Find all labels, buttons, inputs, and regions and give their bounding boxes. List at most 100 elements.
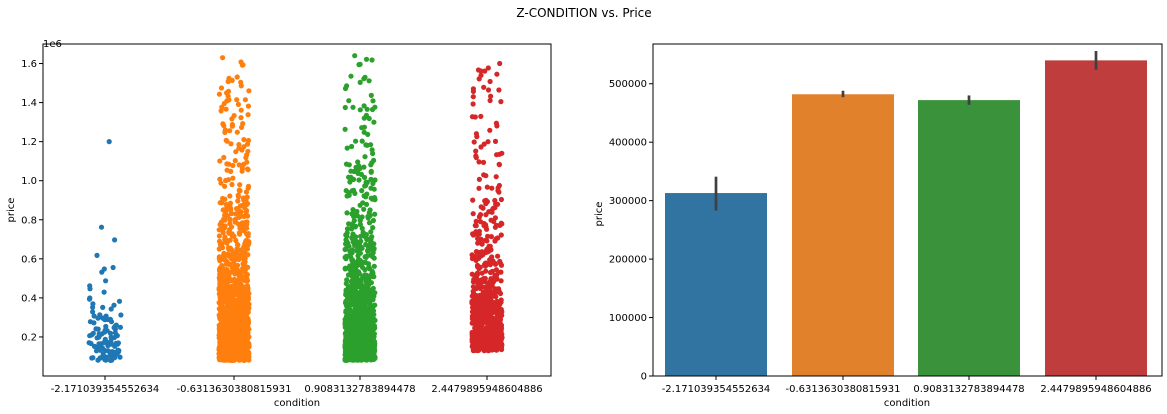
strip-point <box>241 350 247 356</box>
strip-point <box>351 168 357 175</box>
barplot-ylabel: price <box>594 202 605 227</box>
strip-point <box>245 185 251 191</box>
stripplot-xlabel: condition <box>274 398 320 409</box>
strip-point <box>229 265 235 271</box>
strip-point <box>87 295 93 301</box>
strip-point <box>90 301 96 307</box>
strip-point <box>356 177 362 183</box>
strip-point <box>368 142 374 148</box>
strip-point <box>219 200 225 206</box>
barplot-ytick-label: 400000 <box>609 138 647 149</box>
strip-point <box>369 329 375 335</box>
strip-point <box>224 138 230 144</box>
strip-point <box>241 144 247 150</box>
strip-point <box>240 224 247 230</box>
strip-point <box>237 182 243 188</box>
strip-point <box>484 249 490 255</box>
strip-point <box>217 301 223 308</box>
strip-point <box>95 326 101 332</box>
strip-point <box>478 68 484 74</box>
strip-point <box>349 263 355 269</box>
strip-point <box>223 267 229 273</box>
strip-point <box>238 115 244 121</box>
strip-point <box>477 279 483 285</box>
strip-point <box>342 126 348 132</box>
strip-point <box>351 212 357 218</box>
strip-point <box>225 279 231 285</box>
strip-point <box>352 347 358 353</box>
strip-point <box>347 303 353 309</box>
strip-point <box>237 231 243 237</box>
strip-point <box>471 139 477 145</box>
strip-point <box>469 336 475 342</box>
strip-point <box>476 266 482 272</box>
strip-point <box>359 225 365 231</box>
strip-point <box>347 307 353 313</box>
strip-point <box>363 56 370 62</box>
stripplot-ytick-label: 1.4 <box>21 98 37 109</box>
strip-point <box>222 196 228 202</box>
strip-point <box>349 250 355 256</box>
strip-point <box>369 57 375 63</box>
strip-point <box>492 197 498 204</box>
strip-point <box>359 188 365 194</box>
strip-point <box>219 241 225 247</box>
strip-point <box>343 232 349 238</box>
strip-point <box>355 159 361 165</box>
strip-point <box>485 233 491 239</box>
strip-point <box>363 279 369 285</box>
strip-point <box>371 255 377 261</box>
strip-point <box>226 275 233 282</box>
strip-point <box>487 295 493 301</box>
strip-point <box>484 226 490 232</box>
strip-point <box>349 143 355 150</box>
strip-point <box>229 335 235 341</box>
strip-point <box>101 340 107 346</box>
strip-point <box>470 288 476 294</box>
strip-point <box>90 355 96 361</box>
strip-point <box>228 141 234 147</box>
strip-point <box>223 106 229 112</box>
strip-point <box>103 278 109 284</box>
strip-point <box>361 206 367 212</box>
strip-point <box>487 327 493 333</box>
strip-point <box>372 290 378 296</box>
strip-point <box>479 305 485 311</box>
strip-point <box>474 342 480 348</box>
strip-point <box>482 68 488 74</box>
strip-point <box>497 290 504 297</box>
strip-point <box>237 247 243 253</box>
strip-point <box>239 62 245 68</box>
stripplot-points <box>86 53 505 363</box>
strip-point <box>240 121 246 127</box>
bar <box>792 94 894 376</box>
strip-point <box>365 295 371 301</box>
strip-point <box>350 207 356 213</box>
strip-point <box>369 306 375 312</box>
strip-point <box>366 340 372 346</box>
strip-point <box>226 272 232 278</box>
strip-point <box>245 231 251 237</box>
strip-point <box>86 340 92 346</box>
strip-point <box>369 234 375 240</box>
strip-point <box>356 271 362 277</box>
strip-point <box>348 254 354 260</box>
strip-point <box>240 265 246 272</box>
strip-point <box>236 273 242 279</box>
strip-point <box>496 87 502 93</box>
strip-point <box>481 84 487 90</box>
strip-point <box>222 305 228 311</box>
barplot-xtick-label: -0.6313630380815931 <box>786 384 901 395</box>
strip-point <box>492 205 498 211</box>
strip-point <box>478 338 484 344</box>
strip-point <box>90 330 96 336</box>
strip-point <box>101 266 107 272</box>
strip-point <box>221 154 227 161</box>
strip-point <box>239 165 245 172</box>
strip-point <box>112 330 118 336</box>
strip-point <box>370 98 376 104</box>
strip-point <box>357 239 363 245</box>
strip-point <box>244 272 250 278</box>
strip-point <box>367 240 373 247</box>
